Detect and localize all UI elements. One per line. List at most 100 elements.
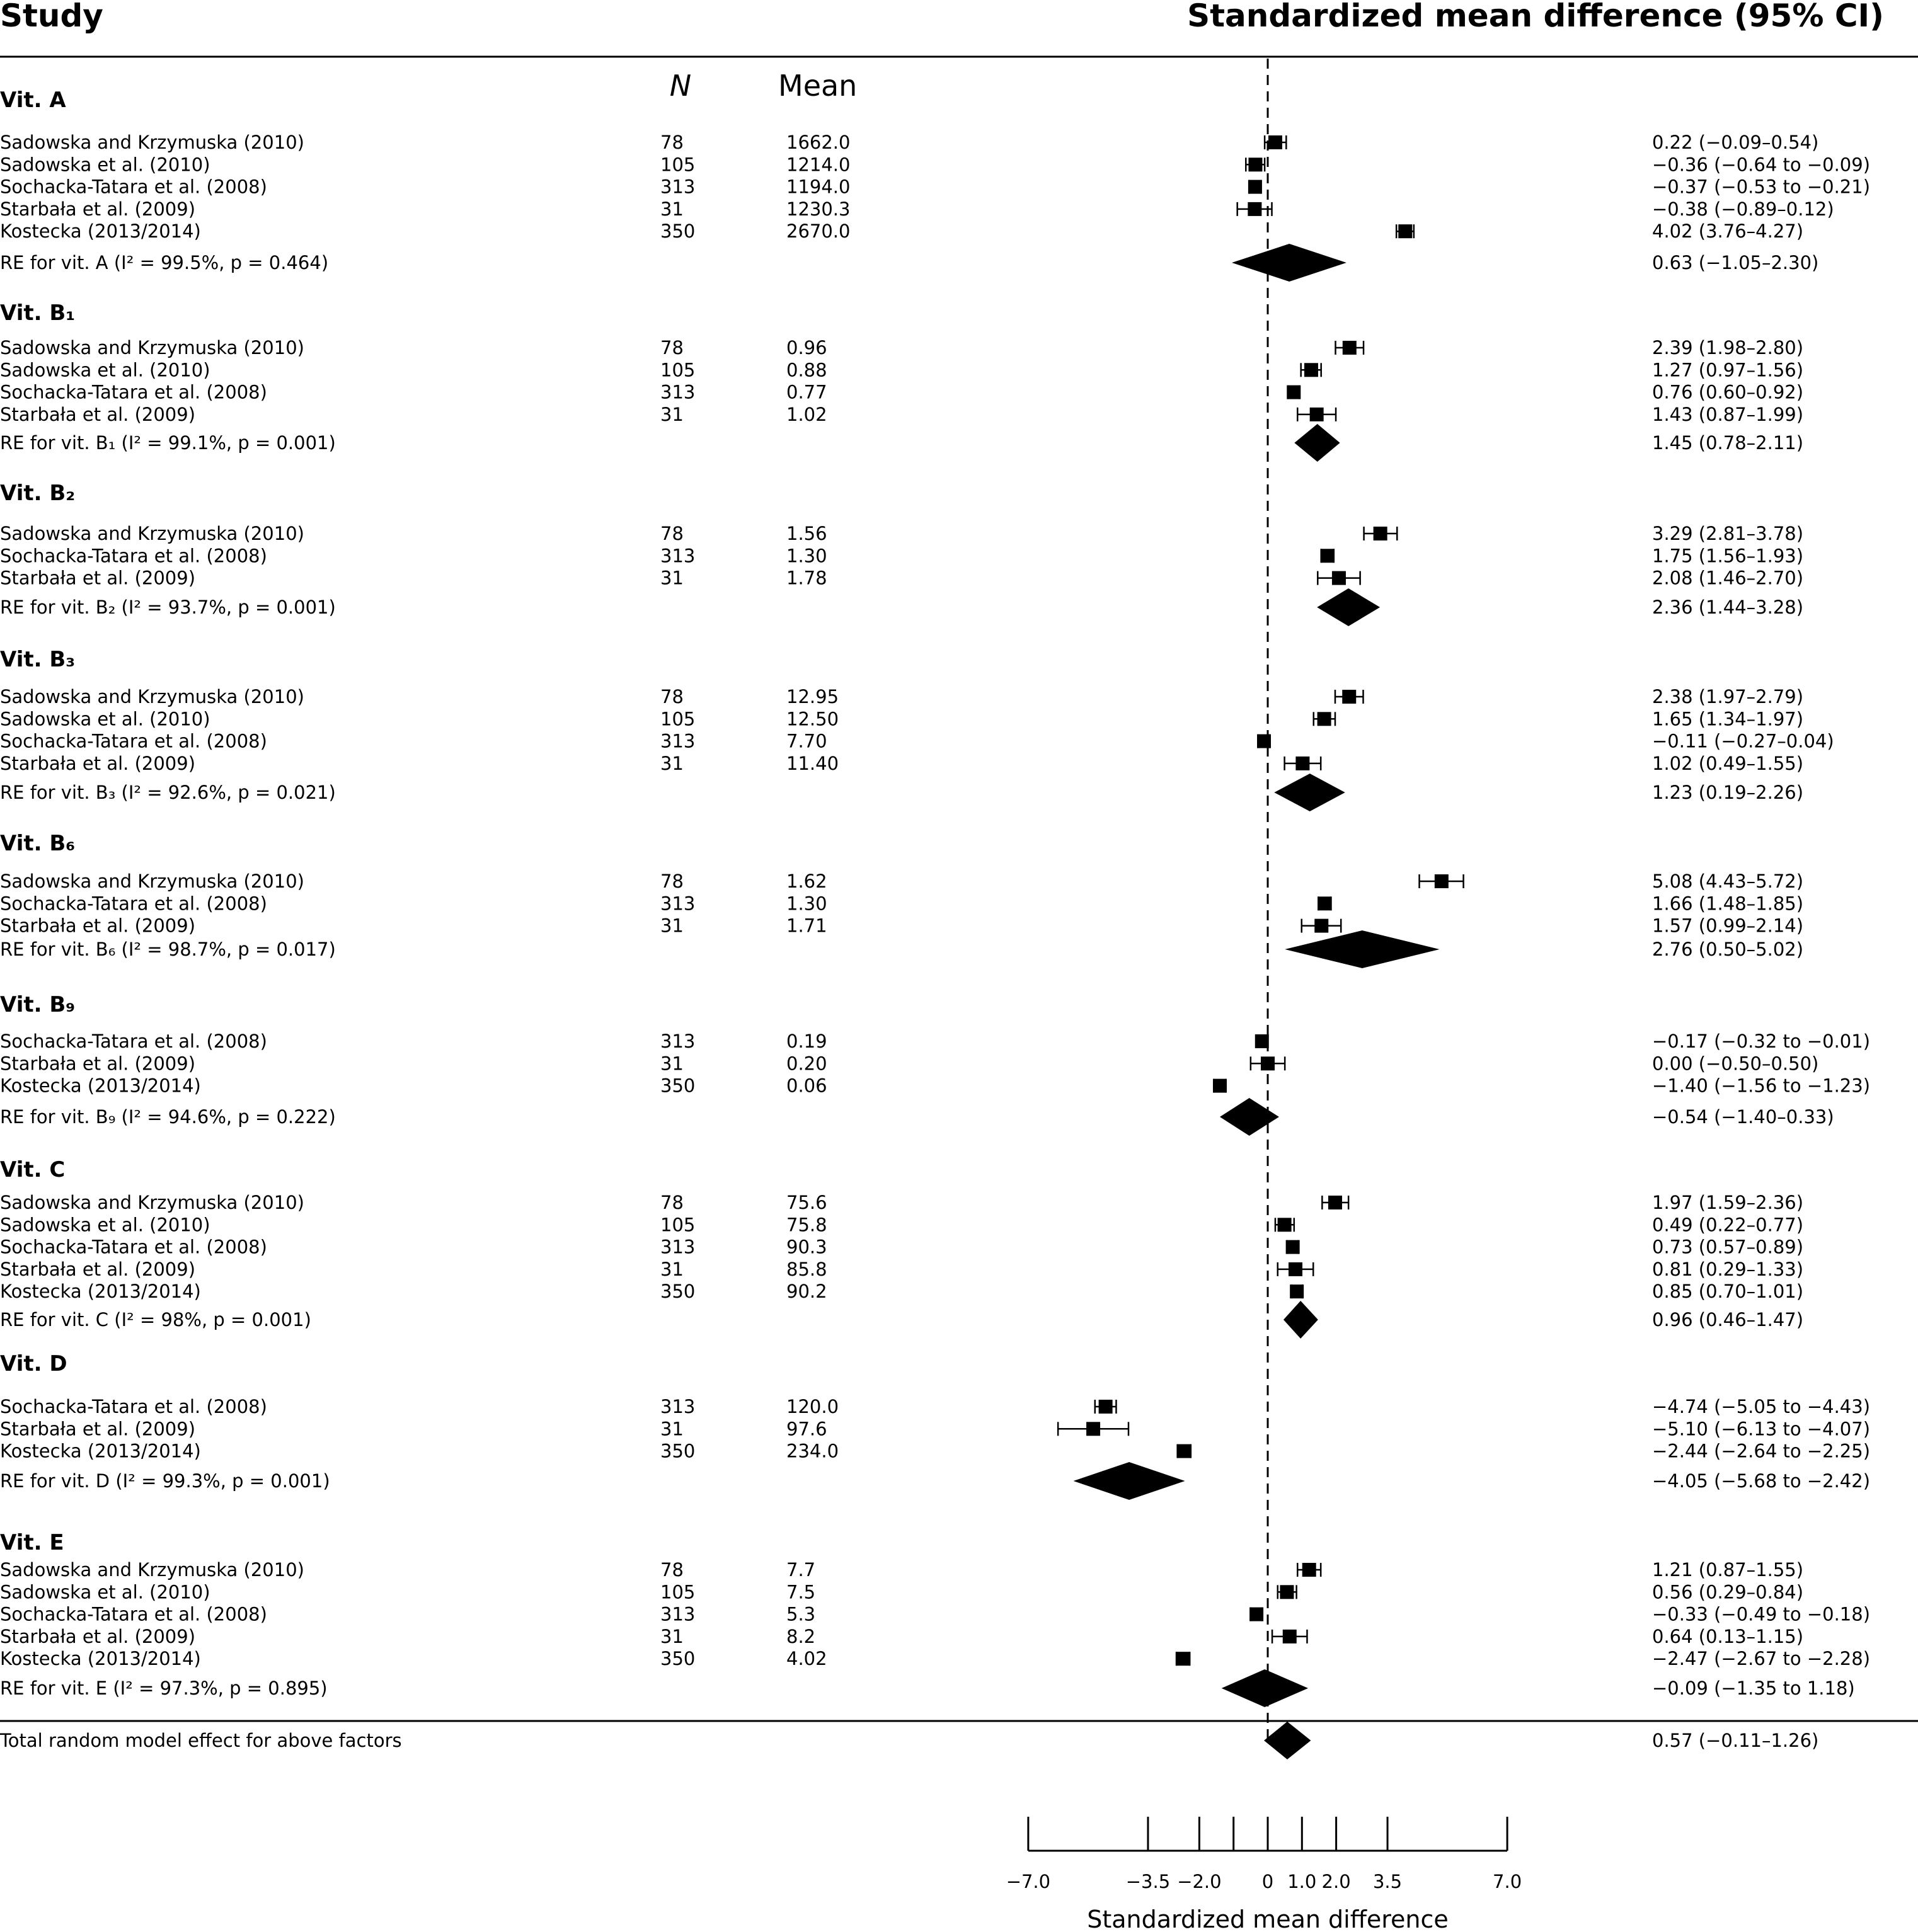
study-mean: 1230.3 [786,198,850,220]
point-estimate [1248,180,1262,194]
study-name: Kostecka (2013/2014) [0,1281,201,1302]
study-n: 313 [660,176,695,198]
re-label: RE for vit. B₉ (I² = 94.6%, p = 0.222) [0,1106,336,1128]
point-estimate [1248,157,1263,172]
x-tick-label: 2.0 [1322,1871,1351,1892]
effect-column-header: Standardized mean difference (95% CI) [1187,0,1884,34]
study-n: 31 [660,753,684,774]
study-ci-text: 1.57 (0.99–2.14) [1652,915,1803,937]
study-n: 78 [660,337,684,358]
point-estimate [1373,527,1387,540]
point-estimate [1304,363,1318,377]
study-name: Sadowska et al. (2010) [0,154,210,175]
point-estimate [1277,1218,1292,1232]
study-name: Kostecka (2013/2014) [0,220,201,242]
study-mean: 11.40 [786,753,839,774]
study-n: 105 [660,359,695,380]
study-name: Sadowska and Krzymuska (2010) [0,337,304,358]
group-title: Vit. B₃ [0,647,75,672]
study-ci-text: 0.73 (0.57–0.89) [1652,1237,1803,1258]
study-n: 313 [660,1237,695,1258]
study-ci-text: 0.85 (0.70–1.01) [1652,1281,1803,1302]
x-tick-label: 7.0 [1493,1871,1522,1892]
x-tick-label: −2.0 [1177,1871,1221,1892]
study-n: 350 [660,1441,695,1462]
pooled-estimate-diamond [1294,424,1340,462]
group-title: Vit. B₆ [0,831,75,856]
group-title: Vit. A [0,88,66,113]
study-mean: 1.56 [786,523,827,544]
study-ci-text: 2.38 (1.97–2.79) [1652,686,1803,707]
study-mean: 75.6 [786,1192,827,1213]
study-column-header: Study [0,0,103,34]
study-name: Starbała et al. (2009) [0,1259,195,1280]
study-ci-text: −0.17 (−0.32 to −0.01) [1652,1031,1870,1052]
study-n: 78 [660,523,684,544]
point-estimate [1086,1422,1101,1436]
study-mean: 0.20 [786,1053,827,1074]
point-estimate [1287,385,1301,399]
study-name: Kostecka (2013/2014) [0,1441,201,1462]
pooled-estimate-diamond [1317,588,1381,626]
study-name: Starbała et al. (2009) [0,198,195,220]
study-n: 313 [660,545,695,566]
point-estimate [1318,896,1332,911]
study-ci-text: −5.10 (−6.13 to −4.07) [1652,1418,1870,1439]
study-name: Starbała et al. (2009) [0,1053,195,1074]
x-tick-label: 3.5 [1373,1871,1402,1892]
study-ci-text: 1.97 (1.59–2.36) [1652,1192,1803,1213]
study-ci-text: −0.36 (−0.64 to −0.09) [1652,154,1870,175]
study-mean: 1.71 [786,915,827,937]
group-title: Vit. B₁ [0,300,75,326]
x-tick-label: −3.5 [1126,1871,1170,1892]
study-name: Sadowska and Krzymuska (2010) [0,686,304,707]
study-name: Sochacka-Tatara et al. (2008) [0,1237,267,1258]
point-estimate [1255,1034,1269,1048]
study-ci-text: 0.49 (0.22–0.77) [1652,1214,1803,1235]
study-name: Sochacka-Tatara et al. (2008) [0,731,267,752]
study-n: 31 [660,568,684,589]
study-n: 313 [660,382,695,403]
point-estimate [1434,874,1449,888]
point-estimate [1282,1629,1297,1643]
study-mean: 12.95 [786,686,839,707]
study-n: 78 [660,1192,684,1213]
study-name: Starbała et al. (2009) [0,915,195,937]
n-column-header: N [670,69,691,103]
study-name: Starbała et al. (2009) [0,568,195,589]
study-n: 78 [660,686,684,707]
study-mean: 1214.0 [786,154,850,175]
point-estimate [1280,1585,1294,1599]
study-name: Sadowska et al. (2010) [0,708,210,729]
study-mean: 0.06 [786,1075,827,1097]
study-n: 78 [660,132,684,153]
study-mean: 7.7 [786,1559,815,1580]
re-ci-text: 1.45 (0.78–2.11) [1652,432,1803,454]
study-n: 313 [660,1604,695,1625]
study-ci-text: −2.47 (−2.67 to −2.28) [1652,1648,1870,1669]
study-mean: 1194.0 [786,176,850,198]
study-name: Sochacka-Tatara et al. (2008) [0,1396,267,1417]
study-mean: 1.62 [786,871,827,892]
study-name: Sochacka-Tatara et al. (2008) [0,545,267,566]
study-ci-text: 1.66 (1.48–1.85) [1652,893,1803,914]
re-label: RE for vit. A (I² = 99.5%, p = 0.464) [0,252,328,273]
group-title: Vit. B₂ [0,481,75,506]
study-mean: 1.30 [786,893,827,914]
point-estimate [1285,1240,1300,1254]
pooled-estimate-diamond [1285,930,1440,968]
point-estimate [1295,756,1310,770]
study-n: 313 [660,893,695,914]
re-ci-text: −0.09 (−1.35 to 1.18) [1652,1678,1855,1699]
study-ci-text: −0.37 (−0.53 to −0.21) [1652,176,1870,198]
point-estimate [1331,571,1346,585]
study-mean: 0.96 [786,337,827,358]
study-ci-text: 0.56 (0.29–0.84) [1652,1581,1803,1603]
study-ci-text: 1.65 (1.34–1.97) [1652,708,1803,729]
study-ci-text: 0.64 (0.13–1.15) [1652,1626,1803,1647]
study-mean: 75.8 [786,1214,827,1235]
study-n: 31 [660,1418,684,1439]
study-ci-text: 2.39 (1.98–2.80) [1652,337,1803,358]
study-name: Kostecka (2013/2014) [0,1648,201,1669]
